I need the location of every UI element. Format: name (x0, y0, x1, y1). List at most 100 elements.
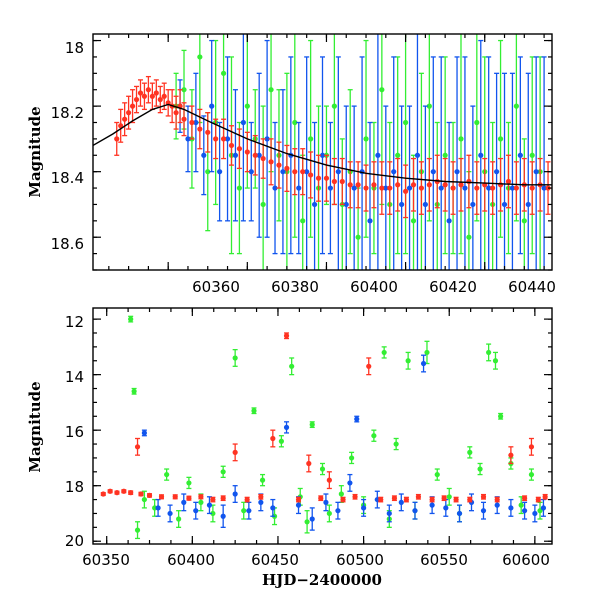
green-series (173, 34, 543, 270)
data-point (415, 494, 422, 500)
data-point (145, 87, 151, 93)
data-point (201, 152, 207, 158)
data-point (158, 494, 165, 500)
data-point (131, 388, 137, 394)
data-point (270, 435, 276, 442)
data-point (181, 87, 187, 93)
data-point (244, 149, 250, 155)
data-point (283, 424, 290, 430)
data-point (311, 201, 318, 208)
data-point (138, 491, 144, 497)
data-point (335, 508, 341, 514)
data-point (518, 502, 524, 508)
data-point (383, 185, 389, 191)
data-point (508, 452, 514, 458)
data-point (244, 496, 250, 503)
data-point (149, 93, 155, 99)
data-point (371, 182, 377, 188)
data-point (193, 508, 199, 514)
data-point (533, 169, 539, 175)
bottom-y-tick-label: 18 (65, 478, 84, 496)
data-point (176, 516, 182, 522)
data-point (318, 495, 324, 501)
data-point (387, 185, 393, 191)
data-point (309, 516, 315, 522)
data-point (535, 496, 541, 503)
data-point (381, 349, 387, 356)
data-point (326, 510, 332, 517)
bottom-x-tick-label: 60350 (82, 551, 130, 569)
data-point (470, 201, 476, 208)
bottom-y-tick-label: 16 (65, 423, 84, 441)
data-point (280, 169, 286, 175)
data-point (528, 444, 535, 450)
data-point (165, 100, 171, 106)
data-point (367, 218, 373, 224)
data-point (399, 201, 405, 208)
data-point (210, 496, 216, 503)
data-point (478, 152, 484, 158)
data-point (284, 165, 290, 171)
data-point (181, 116, 187, 122)
data-point (442, 182, 448, 188)
data-point (505, 178, 512, 185)
data-point (251, 408, 257, 414)
data-point (220, 70, 227, 76)
data-point (327, 185, 334, 191)
top-x-tick-label: 60400 (350, 278, 398, 296)
data-point (167, 510, 173, 517)
data-point (128, 490, 134, 496)
data-point (412, 508, 418, 514)
data-point (141, 430, 147, 436)
data-point (306, 460, 312, 467)
data-point (446, 494, 452, 500)
data-point (246, 508, 252, 514)
data-point (128, 316, 134, 322)
data-point (295, 502, 302, 508)
data-point (236, 185, 243, 191)
data-point (107, 488, 113, 494)
data-point (355, 234, 361, 240)
data-point (494, 502, 500, 508)
data-point (155, 505, 161, 511)
data-point (276, 162, 282, 168)
data-point (244, 103, 250, 109)
data-point (497, 182, 504, 188)
data-point (363, 136, 369, 142)
data-point (100, 491, 106, 497)
data-point (248, 169, 254, 175)
data-point (264, 136, 270, 142)
data-point (296, 185, 302, 191)
data-point (259, 477, 266, 483)
data-point (331, 103, 337, 109)
bottom-panel-series (100, 315, 548, 540)
data-point (315, 175, 322, 181)
data-point (283, 333, 290, 339)
bottom-x-tick-label: 60550 (420, 551, 468, 569)
data-point (521, 495, 528, 501)
top-x-tick-label: 60380 (271, 278, 319, 296)
data-point (442, 152, 448, 158)
data-point (232, 355, 238, 361)
plot-area (100, 315, 548, 540)
data-point (541, 185, 547, 191)
data-point (252, 152, 258, 158)
bottom-x-tick-label: 60600 (502, 551, 550, 569)
data-point (331, 178, 337, 185)
top-panel-series (93, 34, 552, 270)
data-point (398, 499, 404, 505)
data-point (438, 185, 444, 191)
data-point (232, 449, 238, 455)
data-point (492, 358, 499, 364)
data-point (434, 471, 440, 478)
data-point (393, 441, 399, 447)
data-point (508, 505, 514, 511)
data-point (474, 185, 480, 191)
data-point (300, 169, 306, 175)
bottom-panel-frame (92, 307, 553, 545)
data-point (157, 96, 163, 103)
red-series (100, 332, 548, 503)
data-point (134, 444, 141, 450)
data-point (462, 185, 468, 191)
data-point (395, 152, 401, 158)
